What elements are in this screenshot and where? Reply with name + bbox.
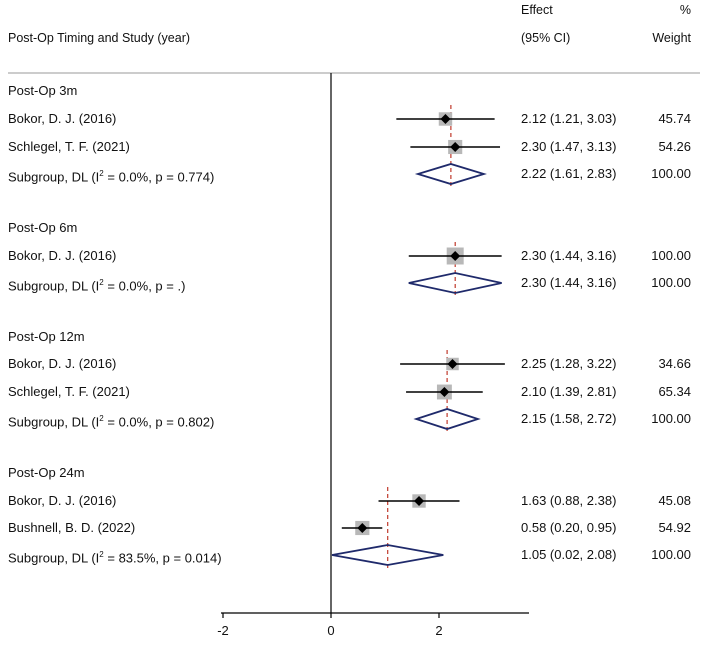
subgroup-diamond: [331, 544, 444, 566]
study-point-estimate: [357, 523, 368, 533]
subgroup-ci-text: 2.30 (1.44, 3.16): [521, 275, 617, 290]
subgroup-label: Subgroup, DL (I2 = 83.5%, p = 0.014): [8, 547, 222, 566]
subgroup-ci-text: 2.15 (1.58, 2.72): [521, 411, 617, 426]
study-ci-text: 1.63 (0.88, 2.38): [521, 493, 617, 508]
subgroup-ci-text: 2.22 (1.61, 2.83): [521, 166, 617, 181]
study-point-estimate: [450, 142, 461, 152]
study-label: Bokor, D. J. (2016): [8, 356, 117, 371]
study-weight: 54.26: [658, 139, 691, 154]
subgroup-label-prefix: Subgroup, DL (I: [8, 169, 100, 185]
study-weight: 45.08: [658, 493, 691, 508]
effect-header-line2: (95% CI): [521, 31, 571, 45]
study-weight: 54.92: [658, 520, 691, 535]
subgroup-weight: 100.00: [651, 411, 691, 426]
study-ci-text: 2.10 (1.39, 2.81): [521, 384, 617, 399]
study-ci-text: 2.25 (1.28, 3.22): [521, 356, 617, 371]
subgroup-ci-text: 1.05 (0.02, 2.08): [521, 547, 617, 562]
subgroup-label-suffix: = 83.5%, p = 0.014): [103, 550, 222, 566]
subgroup-weight: 100.00: [651, 166, 691, 181]
group-title: Post-Op 6m: [8, 220, 78, 235]
study-weight: 45.74: [658, 111, 691, 126]
subgroup-label-superscript: 2: [99, 278, 104, 287]
subgroup-weight: 100.00: [651, 275, 691, 290]
subgroup-label-superscript: 2: [99, 414, 104, 423]
study-label: Bushnell, B. D. (2022): [8, 520, 136, 535]
group-title: Post-Op 3m: [8, 83, 78, 98]
study-weight: 100.00: [651, 248, 691, 263]
study-ci-text: 2.30 (1.44, 3.16): [521, 248, 617, 263]
study-ci-text: 0.58 (0.20, 0.95): [521, 520, 617, 535]
study-ci-text: 2.30 (1.47, 3.13): [521, 139, 617, 154]
study-point-estimate: [450, 251, 461, 261]
subgroup-weight: 100.00: [651, 547, 691, 562]
subgroup-diamond: [413, 408, 481, 430]
subgroup-label-prefix: Subgroup, DL (I: [8, 550, 100, 566]
study-column-header: Post-Op Timing and Study (year): [8, 31, 191, 45]
subgroup-label-suffix: = 0.0%, p = 0.802): [103, 414, 215, 430]
subgroup-label: Subgroup, DL (I2 = 0.0%, p = 0.802): [8, 411, 214, 430]
study-point-estimate: [439, 387, 450, 397]
study-ci-text: 2.12 (1.21, 3.03): [521, 111, 617, 126]
effect-header-line1: Effect: [521, 3, 553, 17]
study-point-estimate: [440, 114, 451, 124]
study-label: Bokor, D. J. (2016): [8, 493, 117, 508]
subgroup-label: Subgroup, DL (I2 = 0.0%, p = .): [8, 275, 185, 294]
study-label: Bokor, D. J. (2016): [8, 111, 117, 126]
study-weight: 34.66: [658, 356, 691, 371]
subgroup-label-suffix: = 0.0%, p = .): [103, 278, 186, 294]
study-point-estimate: [447, 359, 458, 369]
subgroup-label-prefix: Subgroup, DL (I: [8, 278, 100, 294]
subgroup-label-prefix: Subgroup, DL (I: [8, 414, 100, 430]
x-tick-label: 0: [327, 623, 335, 638]
subgroup-label: Subgroup, DL (I2 = 0.0%, p = 0.774): [8, 166, 214, 185]
subgroup-label-superscript: 2: [99, 550, 104, 559]
study-label: Schlegel, T. F. (2021): [8, 139, 130, 154]
study-label: Bokor, D. J. (2016): [8, 248, 117, 263]
subgroup-label-suffix: = 0.0%, p = 0.774): [103, 169, 215, 185]
weight-header-line1: %: [679, 3, 691, 17]
subgroup-diamond: [408, 272, 502, 294]
x-tick-label: -2: [217, 623, 229, 638]
group-title: Post-Op 24m: [8, 465, 85, 480]
x-tick-label: 2: [435, 623, 443, 638]
subgroup-diamond: [414, 163, 487, 185]
study-weight: 65.34: [658, 384, 691, 399]
study-point-estimate: [414, 496, 425, 506]
group-title: Post-Op 12m: [8, 329, 85, 344]
study-label: Schlegel, T. F. (2021): [8, 384, 130, 399]
weight-header-line2: Weight: [652, 31, 691, 45]
subgroup-label-superscript: 2: [99, 169, 104, 178]
